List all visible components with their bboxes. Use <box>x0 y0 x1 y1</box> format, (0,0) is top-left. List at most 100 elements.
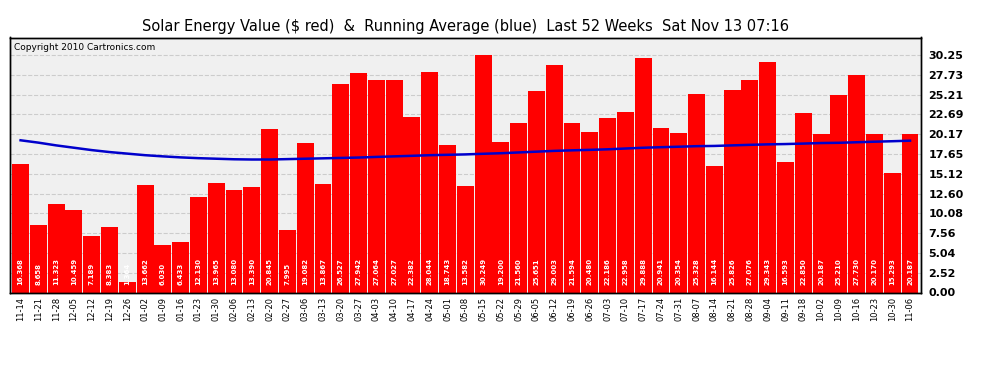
Bar <box>724 90 741 292</box>
Bar <box>670 133 687 292</box>
Text: 6.030: 6.030 <box>160 262 166 285</box>
Bar <box>48 204 64 292</box>
Bar <box>404 117 421 292</box>
Text: 22.850: 22.850 <box>800 258 806 285</box>
Text: 16.593: 16.593 <box>782 258 788 285</box>
Text: 25.826: 25.826 <box>730 258 736 285</box>
Bar <box>866 134 883 292</box>
Bar <box>474 55 492 292</box>
Text: 28.044: 28.044 <box>427 257 433 285</box>
Text: 25.210: 25.210 <box>836 258 842 285</box>
Bar <box>226 190 243 292</box>
Text: 20.845: 20.845 <box>266 258 272 285</box>
Bar <box>30 225 47 292</box>
Bar <box>848 75 865 292</box>
Text: 27.064: 27.064 <box>373 258 379 285</box>
Bar <box>795 113 812 292</box>
Bar <box>297 143 314 292</box>
Text: 27.027: 27.027 <box>391 258 397 285</box>
Bar <box>688 94 705 292</box>
Bar <box>83 236 100 292</box>
Bar <box>545 65 562 292</box>
Text: 21.594: 21.594 <box>569 258 575 285</box>
Text: 15.293: 15.293 <box>889 258 895 285</box>
Text: 29.003: 29.003 <box>551 258 557 285</box>
Bar <box>137 185 153 292</box>
Bar <box>386 81 403 292</box>
Bar <box>742 80 758 292</box>
Text: 20.187: 20.187 <box>907 258 913 285</box>
Bar <box>101 227 118 292</box>
Bar <box>333 84 349 292</box>
Bar <box>652 128 669 292</box>
Bar <box>12 164 29 292</box>
Bar <box>831 95 847 292</box>
Text: Copyright 2010 Cartronics.com: Copyright 2010 Cartronics.com <box>15 43 155 52</box>
Text: 20.480: 20.480 <box>587 258 593 285</box>
Bar <box>599 118 616 292</box>
Bar <box>617 112 634 292</box>
Bar <box>813 134 830 292</box>
Bar <box>492 142 509 292</box>
Text: 25.328: 25.328 <box>694 258 700 285</box>
Text: 25.651: 25.651 <box>534 258 540 285</box>
Bar <box>261 129 278 292</box>
Bar <box>706 166 723 292</box>
Text: 8.383: 8.383 <box>107 262 113 285</box>
Bar <box>777 162 794 292</box>
Text: 13.390: 13.390 <box>248 258 254 285</box>
Text: 27.942: 27.942 <box>355 258 361 285</box>
Bar <box>563 123 580 292</box>
Text: 19.082: 19.082 <box>302 258 308 285</box>
Text: 13.965: 13.965 <box>213 258 219 285</box>
Bar <box>528 91 545 292</box>
Text: 7.189: 7.189 <box>89 262 95 285</box>
Bar <box>456 186 474 292</box>
Bar <box>422 72 439 292</box>
Text: 27.730: 27.730 <box>853 258 859 285</box>
Text: 12.130: 12.130 <box>195 258 201 285</box>
Text: 30.249: 30.249 <box>480 258 486 285</box>
Bar <box>279 230 296 292</box>
Text: 16.144: 16.144 <box>712 257 718 285</box>
Text: 29.343: 29.343 <box>764 258 770 285</box>
Bar <box>172 242 189 292</box>
Text: 29.888: 29.888 <box>641 258 646 285</box>
Bar <box>350 73 367 292</box>
Bar <box>902 134 919 292</box>
Bar <box>759 62 776 292</box>
Bar <box>154 245 171 292</box>
Text: 13.080: 13.080 <box>231 258 237 285</box>
Text: 18.743: 18.743 <box>445 257 450 285</box>
Text: 20.187: 20.187 <box>818 258 824 285</box>
Text: 8.658: 8.658 <box>36 262 42 285</box>
Bar <box>510 123 527 292</box>
Bar <box>439 146 456 292</box>
Text: 7.995: 7.995 <box>284 262 290 285</box>
Title: Solar Energy Value ($ red)  &  Running Average (blue)  Last 52 Weeks  Sat Nov 13: Solar Energy Value ($ red) & Running Ave… <box>142 18 789 33</box>
Text: 16.368: 16.368 <box>18 258 24 285</box>
Text: 22.958: 22.958 <box>623 258 629 285</box>
Bar <box>119 282 136 292</box>
Text: 13.582: 13.582 <box>462 258 468 285</box>
Text: 13.662: 13.662 <box>143 258 148 285</box>
Text: 11.323: 11.323 <box>53 258 59 285</box>
Bar <box>581 132 598 292</box>
Text: 20.170: 20.170 <box>871 258 877 285</box>
Bar <box>635 58 651 292</box>
Bar <box>884 172 901 292</box>
Bar <box>190 197 207 292</box>
Bar <box>208 183 225 292</box>
Text: 21.560: 21.560 <box>516 258 522 285</box>
Text: 6.433: 6.433 <box>177 262 184 285</box>
Text: 20.941: 20.941 <box>658 258 664 285</box>
Text: 20.354: 20.354 <box>676 258 682 285</box>
Text: 27.076: 27.076 <box>746 258 753 285</box>
Text: 1.364: 1.364 <box>125 262 131 285</box>
Bar <box>65 210 82 292</box>
Bar <box>244 188 260 292</box>
Text: 13.867: 13.867 <box>320 258 326 285</box>
Text: 26.527: 26.527 <box>338 258 344 285</box>
Text: 10.459: 10.459 <box>71 258 77 285</box>
Text: 22.186: 22.186 <box>605 258 611 285</box>
